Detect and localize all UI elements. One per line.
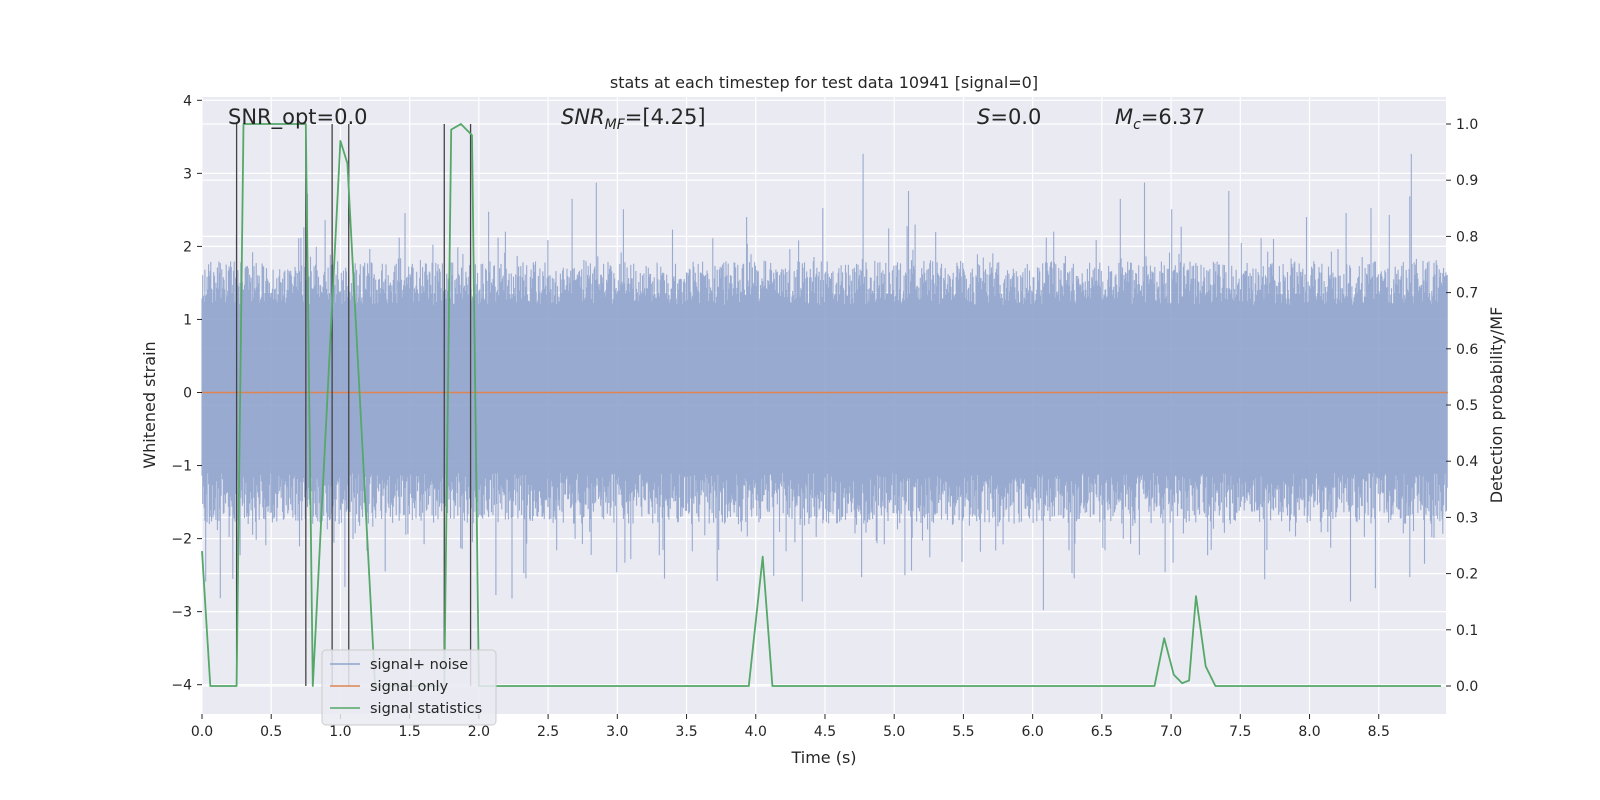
legend-box — [321, 649, 497, 726]
y-right-axis-ticks: 1.0 0.9 0.8 0.7 0.6 0.5 0.4 0.3 0.2 0.1 0.0 — [1446, 117, 1478, 695]
mc-label: M — [1115, 105, 1133, 129]
s-label: S — [977, 105, 990, 129]
x-tick-label: 1.0 — [329, 724, 351, 740]
y-right-tick-label: 0.9 — [1456, 173, 1478, 189]
y-left-tick-label: 4 — [183, 93, 192, 109]
y-right-tick-label: 0.6 — [1456, 342, 1478, 358]
x-axis-ticks: 0.0 0.5 1.0 1.5 2.0 2.5 3.0 3.5 4.0 4.5 5.0 5.5 6.0 6… — [191, 714, 1390, 740]
x-tick-label: 8.5 — [1368, 724, 1390, 740]
x-tick-label: 1.5 — [399, 724, 421, 740]
legend-label-noise: signal+ noise — [370, 657, 468, 673]
y-right-tick-label: 0.4 — [1456, 454, 1478, 470]
mc-annotation: Mc=6.37 — [1115, 105, 1205, 133]
snr-mf-annotation: SNRMF=[4.25] — [561, 105, 706, 133]
x-tick-label: 5.0 — [883, 724, 905, 740]
snr-mf-subscript: MF — [605, 117, 626, 133]
x-tick-label: 7.5 — [1229, 724, 1251, 740]
x-tick-label: 3.5 — [675, 724, 697, 740]
y-left-tick-label: −3 — [171, 605, 192, 621]
x-tick-label: 3.0 — [606, 724, 628, 740]
legend-label-stats: signal statistics — [370, 701, 482, 717]
x-tick-label: 8.0 — [1298, 724, 1320, 740]
y-right-tick-label: 0.8 — [1456, 229, 1478, 245]
y-right-tick-label: 0.5 — [1456, 398, 1478, 414]
s-annotation: S=0.0 — [977, 105, 1041, 129]
x-tick-label: 0.5 — [260, 724, 282, 740]
x-tick-label: 5.5 — [952, 724, 974, 740]
y-right-tick-label: 0.2 — [1456, 567, 1478, 583]
x-tick-label: 4.5 — [814, 724, 836, 740]
y-right-tick-label: 0.7 — [1456, 286, 1478, 302]
x-tick-label: 2.5 — [537, 724, 559, 740]
mc-value: =6.37 — [1141, 105, 1205, 129]
y-right-axis-label: Detection probability/MF — [1487, 307, 1506, 504]
y-left-tick-label: −2 — [171, 532, 192, 548]
chart-title: stats at each timestep for test data 109… — [610, 73, 1038, 92]
y-right-tick-label: 0.0 — [1456, 679, 1478, 695]
legend-label-signal: signal only — [370, 679, 449, 695]
x-tick-label: 4.0 — [745, 724, 767, 740]
s-value: =0.0 — [990, 105, 1041, 129]
y-left-axis-ticks: 4 3 2 1 0 −1 −2 −3 −4 — [171, 93, 202, 694]
snr-mf-value: =[4.25] — [625, 105, 706, 129]
y-right-tick-label: 0.3 — [1456, 510, 1478, 526]
x-tick-label: 6.5 — [1091, 724, 1113, 740]
snr-mf-label: SNR — [561, 105, 605, 129]
legend: signal+ noise signal only signal statist… — [321, 649, 497, 726]
noise-trace — [201, 153, 1448, 611]
y-left-tick-label: 2 — [183, 239, 192, 255]
mc-subscript: c — [1133, 117, 1141, 133]
noise-series — [201, 153, 1448, 611]
x-tick-label: 0.0 — [191, 724, 213, 740]
x-axis-label: Time (s) — [790, 748, 856, 767]
y-left-tick-label: −4 — [171, 678, 192, 694]
y-right-tick-label: 1.0 — [1456, 117, 1478, 133]
y-left-tick-label: 0 — [183, 386, 192, 402]
x-tick-label: 6.0 — [1022, 724, 1044, 740]
y-left-tick-label: −1 — [171, 459, 192, 475]
y-left-tick-label: 1 — [183, 312, 192, 328]
vertical-markers — [235, 124, 472, 686]
y-left-tick-label: 3 — [183, 166, 192, 182]
y-right-tick-label: 0.1 — [1456, 623, 1478, 639]
x-tick-label: 7.0 — [1160, 724, 1182, 740]
x-tick-label: 2.0 — [468, 724, 490, 740]
y-left-axis-label: Whitened strain — [140, 341, 159, 468]
snr-opt-annotation: SNR_opt=0.0 — [228, 105, 368, 130]
